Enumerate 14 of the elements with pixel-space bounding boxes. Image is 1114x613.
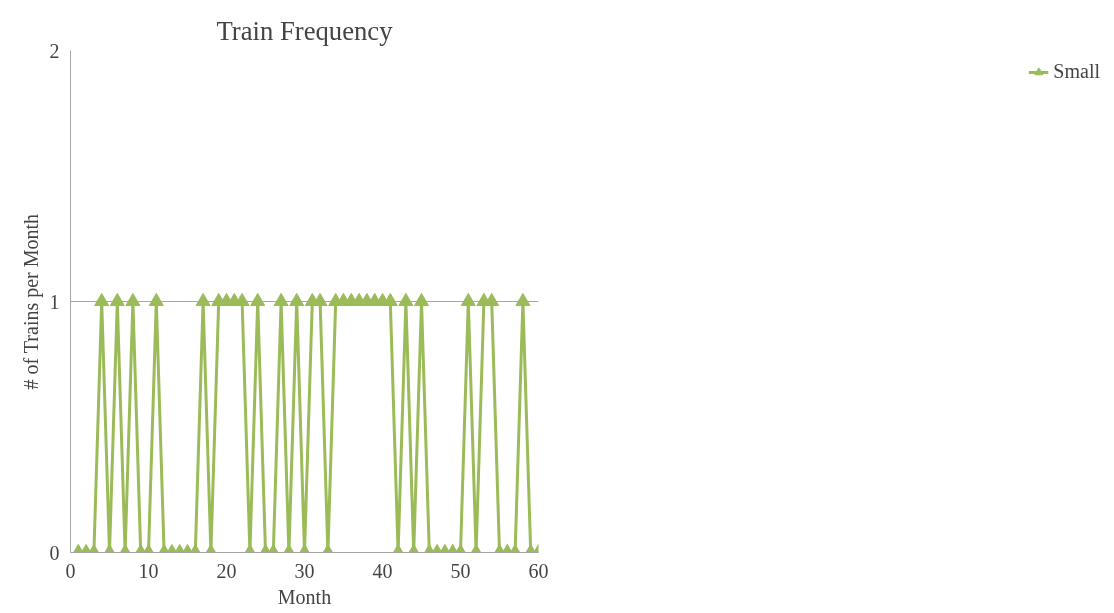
x-tick-label: 60 xyxy=(528,559,549,582)
x-tick-label: 40 xyxy=(372,559,393,582)
x-axis-title: Month xyxy=(277,585,332,608)
legend-label: Small xyxy=(1053,60,1100,83)
y-tick-label: 1 xyxy=(49,290,60,313)
x-tick-label: 30 xyxy=(294,559,315,582)
y-tick-label: 0 xyxy=(49,541,60,564)
x-tick-label: 20 xyxy=(216,559,237,582)
x-tick-label: 50 xyxy=(450,559,471,582)
y-tick-label: 2 xyxy=(49,39,60,62)
chart-title: Train Frequency xyxy=(216,15,394,46)
y-axis-title: # of Trains per Month xyxy=(19,213,43,390)
x-tick-label: 10 xyxy=(138,559,159,582)
x-tick-label: 0 xyxy=(65,559,76,582)
